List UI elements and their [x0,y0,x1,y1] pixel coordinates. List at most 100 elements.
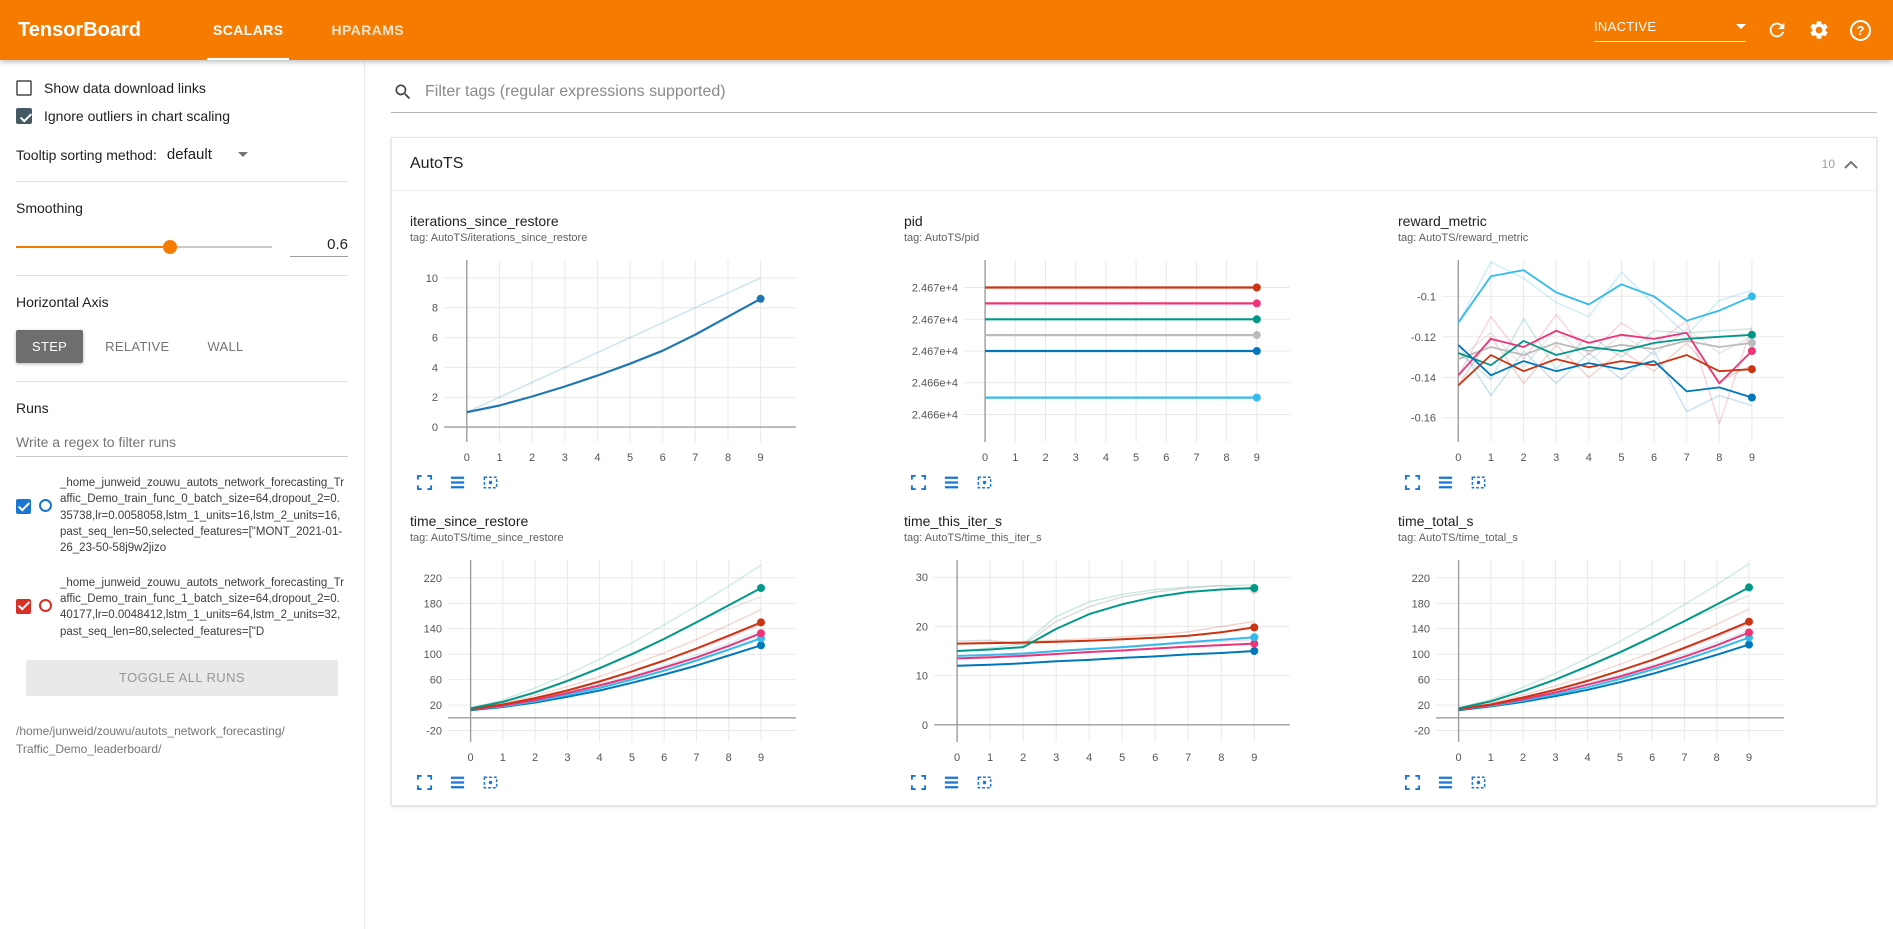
expand-chart-icon[interactable] [416,774,433,791]
tooltip-sorting-value: default [166,146,212,163]
tab-scalars[interactable]: SCALARS [189,0,307,60]
fit-domain-icon[interactable] [1470,774,1487,791]
ignore-outliers-checkbox[interactable]: Ignore outliers in chart scaling [16,108,348,124]
svg-text:0: 0 [922,720,928,732]
chart-plot[interactable]: 2.467e+4 2.467e+4 2.467e+4 2.466e+4 2.466e+4… [904,254,1364,468]
runs-label: Runs [16,400,49,416]
app-title: TensorBoard [18,18,141,41]
chart-title: iterations_since_restore [410,213,559,229]
autots-card: AutoTS 10 iterations_since_restore tag: … [391,137,1877,806]
chart-tag: tag: AutoTS/reward_metric [1398,232,1529,244]
chart-card: pid tag: AutoTS/pid 2.467e+4 2.467e+4 2.46… [904,213,1364,491]
tooltip-sorting-select[interactable]: default [167,146,248,163]
svg-text:0: 0 [1455,452,1461,464]
chart-plot[interactable]: 220 180 140 100 60 20 -20 0 1 2 3 4 5 6 7 8 9 [410,554,870,768]
fit-domain-icon[interactable] [482,474,499,491]
tag-filter-input[interactable] [425,83,1875,101]
run-radio-icon[interactable] [39,598,52,612]
chart-actions [910,474,1364,491]
run-list-item[interactable]: _home_junweid_zouwu_autots_network_forec… [16,475,348,557]
svg-text:220: 220 [424,573,442,585]
svg-text:6: 6 [661,752,667,764]
chart-actions [910,774,1364,791]
toggle-all-runs-button[interactable]: TOGGLE ALL RUNS [25,659,339,696]
horizontal-axis-label: Horizontal Axis [16,294,109,310]
status-dropdown[interactable]: INACTIVE [1594,19,1746,42]
runs-filter-input[interactable] [16,430,348,457]
expand-chart-icon[interactable] [1404,774,1421,791]
chart-card: time_total_s tag: AutoTS/time_total_s 22… [1398,513,1858,791]
svg-text:2.467e+4: 2.467e+4 [912,346,958,358]
chart-card: iterations_since_restore tag: AutoTS/ite… [410,213,870,491]
svg-text:5: 5 [1617,752,1623,764]
fit-domain-icon[interactable] [976,774,993,791]
toggle-y-axis-icon[interactable] [1437,774,1454,791]
run-checkbox-icon[interactable] [16,598,31,614]
svg-text:1: 1 [1488,752,1494,764]
svg-text:2: 2 [1521,452,1527,464]
chart-plot[interactable]: 30 20 10 0 0 1 2 3 4 5 6 7 8 9 [904,554,1364,768]
section-title: AutoTS [410,155,464,172]
chart-plot[interactable]: 10 8 6 4 2 0 0 1 2 3 4 5 6 7 8 9 [410,254,870,468]
svg-text:3: 3 [564,752,570,764]
toggle-y-axis-icon[interactable] [449,774,466,791]
svg-text:140: 140 [1412,624,1430,636]
svg-text:-20: -20 [426,726,442,738]
toggle-y-axis-icon[interactable] [1437,474,1454,491]
svg-text:-0.16: -0.16 [1411,413,1436,425]
svg-text:2.466e+4: 2.466e+4 [912,410,958,422]
axis-step-button[interactable]: STEP [16,330,84,363]
slider-thumb[interactable] [162,239,177,254]
run-checkbox-icon[interactable] [16,499,31,514]
smoothing-value-input[interactable]: 0.6 [290,236,348,257]
toggle-y-axis-icon[interactable] [449,474,466,491]
run-list-item[interactable]: _home_junweid_zouwu_autots_network_forec… [16,575,348,640]
expand-chart-icon[interactable] [416,474,433,491]
checkbox-icon[interactable] [16,108,32,124]
divider [16,381,348,382]
smoothing-slider[interactable] [16,239,272,254]
smoothing-section: Smoothing 0.6 [16,200,348,257]
svg-text:20: 20 [430,700,442,712]
fit-domain-icon[interactable] [482,774,499,791]
autots-card-header[interactable]: AutoTS 10 [392,138,1876,191]
axis-relative-button[interactable]: RELATIVE [89,330,185,363]
svg-text:2: 2 [1042,452,1048,464]
svg-text:0: 0 [982,452,988,464]
svg-text:2: 2 [1520,752,1526,764]
axis-wall-button[interactable]: WALL [191,330,259,363]
chevron-up-icon[interactable] [1844,160,1858,169]
top-tabs: SCALARS HPARAMS [189,0,428,60]
svg-text:100: 100 [424,649,442,661]
main-content: AutoTS 10 iterations_since_restore tag: … [365,60,1893,929]
svg-text:3: 3 [1053,752,1059,764]
chart-plot[interactable]: -0.1 -0.12 -0.14 -0.16 0 1 2 3 4 5 6 7 8 9 [1398,254,1858,468]
chart-actions [416,474,870,491]
slider-fill [16,245,170,248]
tab-hparams[interactable]: HPARAMS [331,22,405,38]
checkbox-label: Ignore outliers in chart scaling [44,108,230,124]
header-actions: INACTIVE ? [1594,19,1893,42]
checkbox-icon[interactable] [16,80,32,96]
svg-text:9: 9 [758,752,764,764]
run-radio-icon[interactable] [39,499,52,512]
fit-domain-icon[interactable] [1470,474,1487,491]
expand-chart-icon[interactable] [1404,474,1421,491]
refresh-icon[interactable] [1766,19,1788,41]
svg-text:0: 0 [468,752,474,764]
fit-domain-icon[interactable] [976,474,993,491]
svg-text:2: 2 [1020,752,1026,764]
expand-chart-icon[interactable] [910,774,927,791]
settings-gear-icon[interactable] [1808,19,1830,41]
show-download-links-checkbox[interactable]: Show data download links [16,80,348,96]
help-icon[interactable]: ? [1850,19,1871,41]
svg-text:2.467e+4: 2.467e+4 [912,283,958,295]
svg-text:4: 4 [432,362,438,374]
svg-text:0: 0 [1456,752,1462,764]
toggle-y-axis-icon[interactable] [943,774,960,791]
chart-plot[interactable]: 220 180 140 100 60 20 -20 0 1 2 3 4 5 6 7 8 9 [1398,554,1858,768]
svg-text:1: 1 [987,752,993,764]
expand-chart-icon[interactable] [910,474,927,491]
svg-text:7: 7 [693,752,699,764]
toggle-y-axis-icon[interactable] [943,474,960,491]
